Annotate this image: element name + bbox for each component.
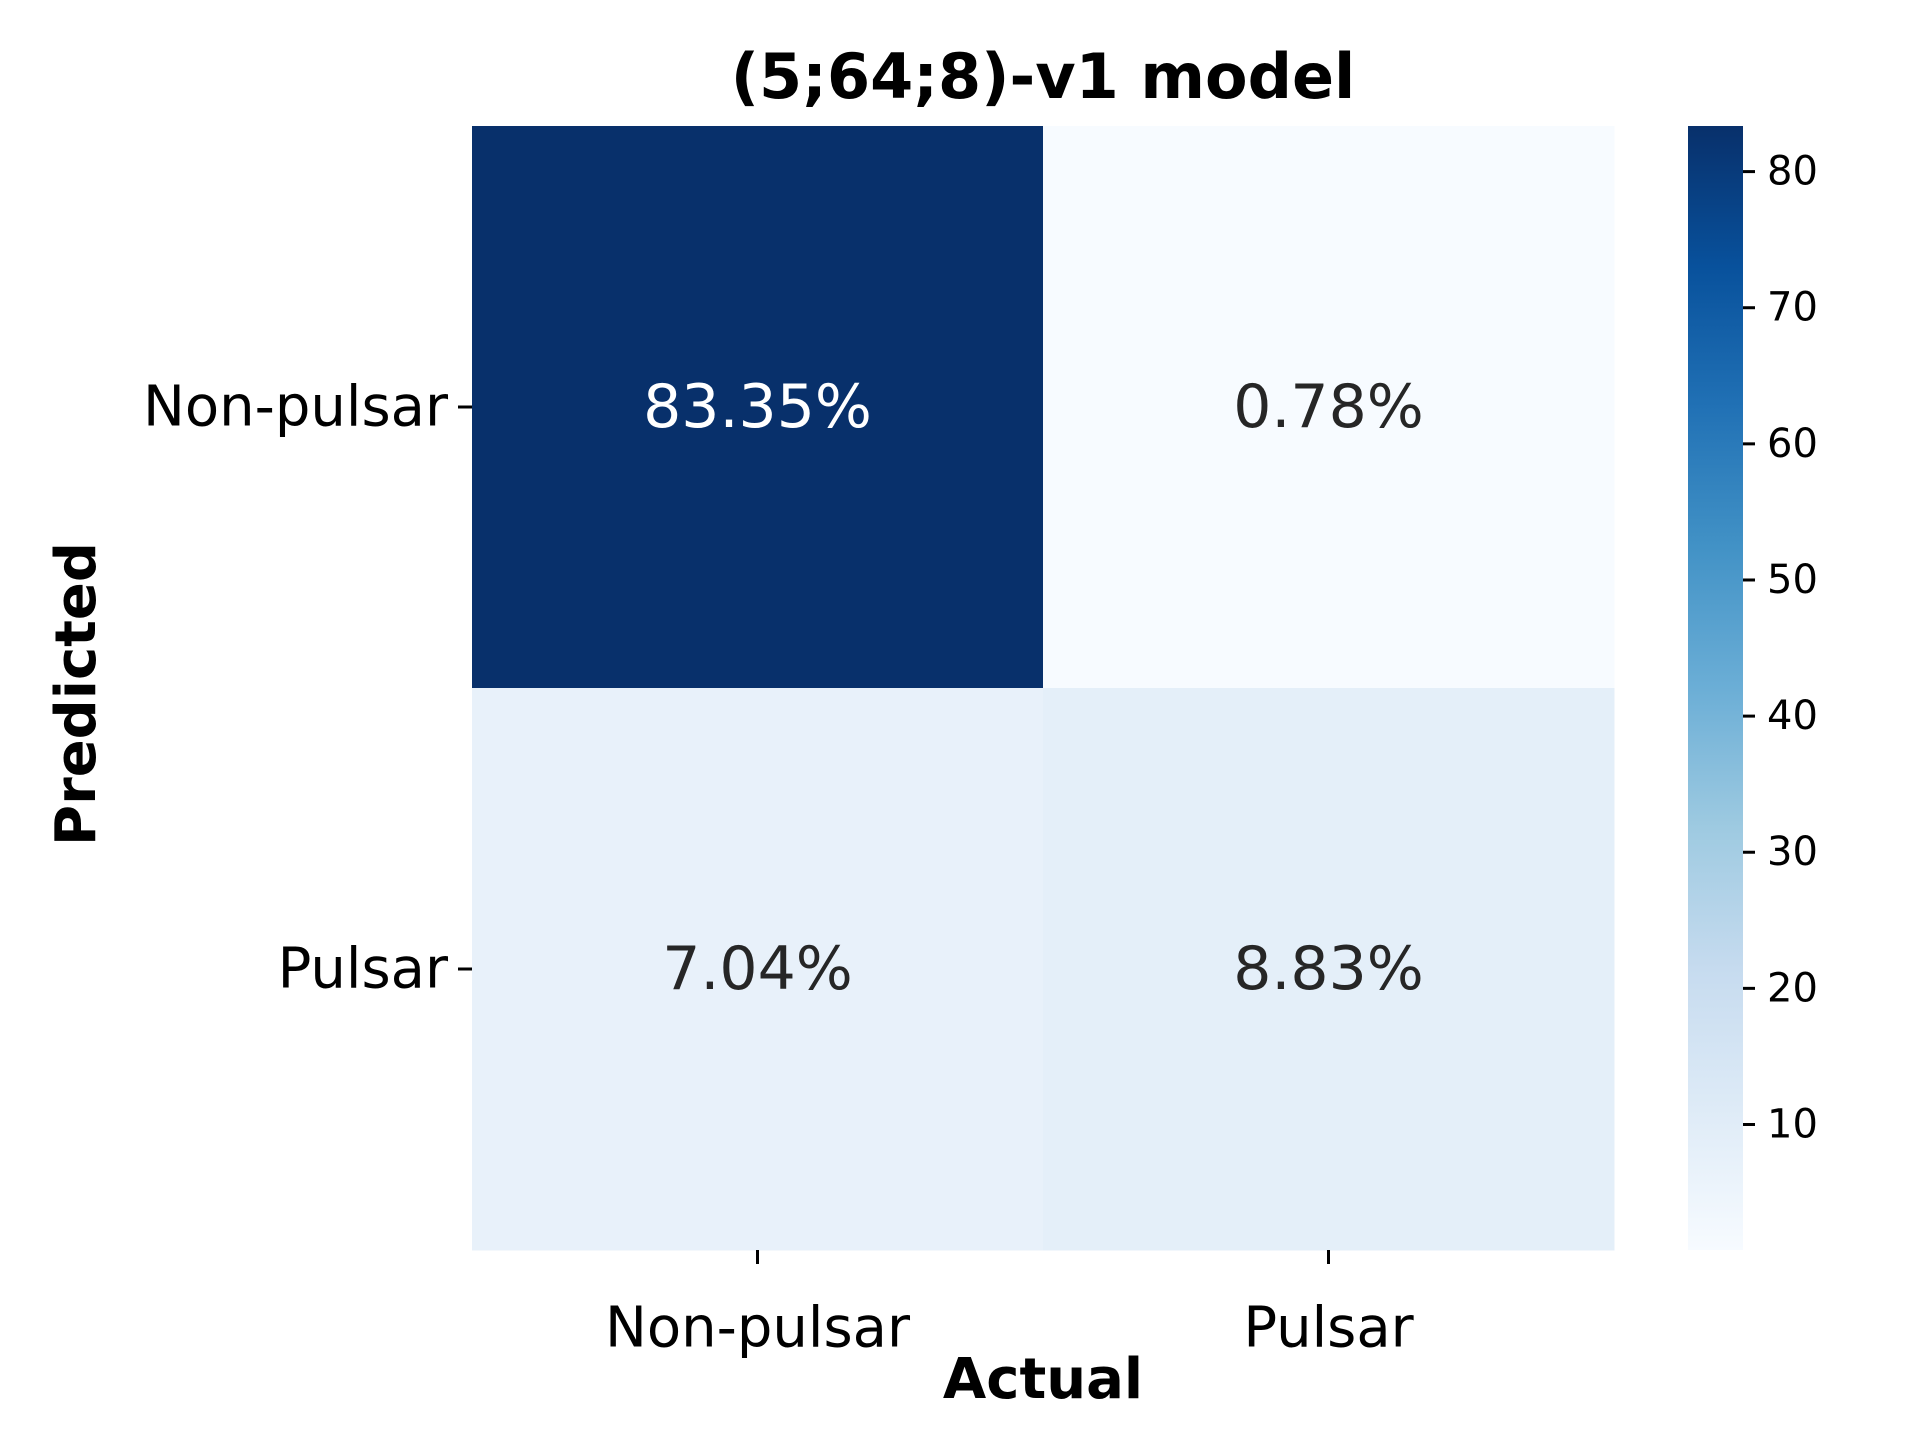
x-axis-title: Actual [943,1347,1143,1412]
colorbar-tick-label: 80 [1767,149,1818,195]
y-axis-title: Predicted [44,542,109,846]
heatmap-cell-labels: 83.35% 0.78% 7.04% 8.83% [643,372,1424,1004]
colorbar-tick-label: 20 [1767,965,1818,1011]
heatmap-cell-r1-c0 [472,688,1044,1251]
y-tick-label: Non-pulsar [143,375,449,440]
chart-title: (5;64;8)-v1 model [731,40,1356,113]
colorbar-tick-label: 10 [1767,1101,1818,1147]
x-axis-ticks: Non-pulsar Pulsar [605,1250,1415,1361]
x-tick-label: Non-pulsar [605,1296,911,1361]
y-axis-ticks: Non-pulsar Pulsar [143,375,472,1002]
colorbar-tick-label: 70 [1767,285,1818,331]
cell-value-label-r0-c0: 83.35% [643,372,872,442]
cell-value-label-r0-c1: 0.78% [1233,372,1424,442]
colorbar-ticks: 10 20 30 40 50 60 70 80 [1743,149,1818,1147]
colorbar-tick-label: 60 [1767,421,1818,467]
cell-value-label-r1-c1: 8.83% [1233,934,1424,1004]
colorbar-tick-label: 50 [1767,557,1818,603]
cell-value-label-r1-c0: 7.04% [662,934,853,1004]
heatmap-cells [472,126,1615,1251]
colorbar-tick-label: 30 [1767,829,1818,875]
x-tick-label: Pulsar [1243,1296,1414,1361]
heatmap-cell-r0-c1 [1043,126,1615,689]
colorbar [1688,126,1743,1250]
heatmap-cell-r0-c0 [472,126,1044,689]
y-tick-label: Pulsar [278,937,449,1002]
heatmap-cell-r1-c1 [1043,688,1615,1251]
colorbar-tick-label: 40 [1767,693,1818,739]
